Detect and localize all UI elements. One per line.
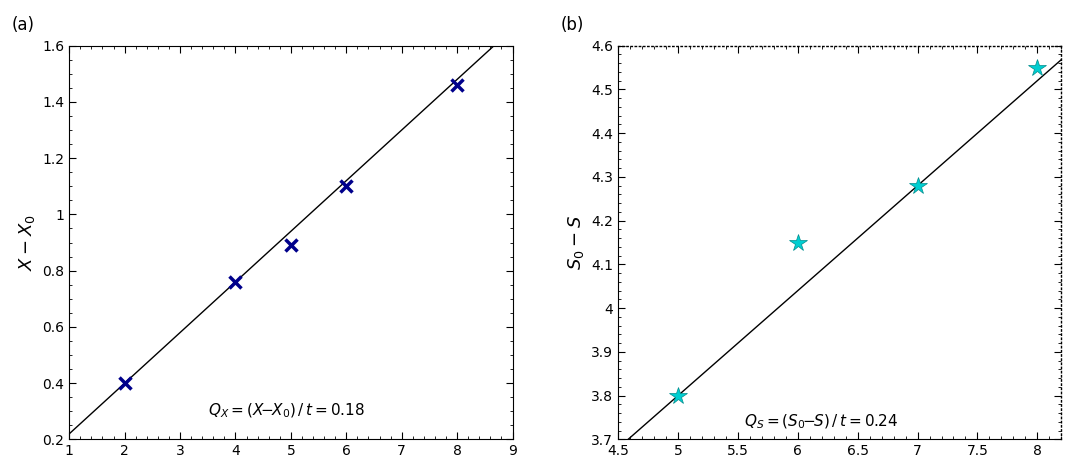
Text: (b): (b): [561, 16, 584, 34]
Y-axis label: $X - X_0$: $X - X_0$: [16, 214, 37, 271]
Text: $\mathit{Q_X = (X\!\!-\!\!X_0)\,/\,t = 0.18}$: $\mathit{Q_X = (X\!\!-\!\!X_0)\,/\,t = 0…: [208, 401, 364, 420]
Text: $\mathit{Q_S = (S_0\!\!-\!\!S)\,/\,t = 0.24}$: $\mathit{Q_S = (S_0\!\!-\!\!S)\,/\,t = 0…: [744, 412, 898, 431]
Y-axis label: $S_0 - S$: $S_0 - S$: [566, 215, 585, 270]
Text: (a): (a): [12, 16, 34, 34]
